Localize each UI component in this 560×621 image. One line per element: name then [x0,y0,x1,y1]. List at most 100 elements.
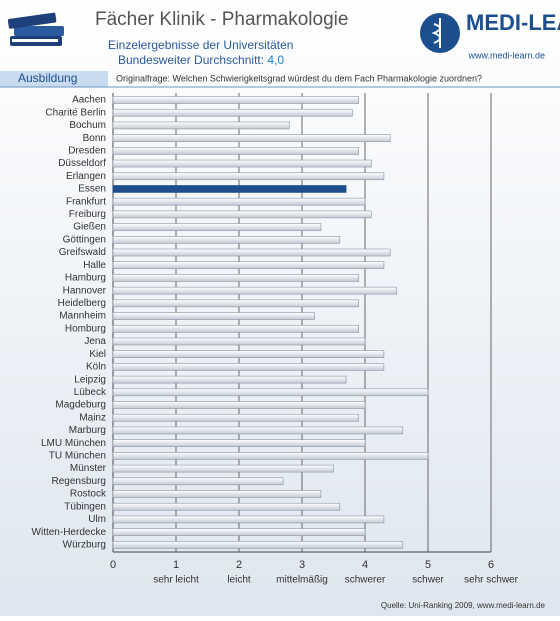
y-tick-label: Bonn [83,133,106,144]
bar [112,541,404,549]
bar [112,363,385,371]
bar [112,274,359,282]
bar [112,185,347,193]
bar [112,324,359,333]
bar [112,464,334,473]
x-tick-caption: sehr schwer [464,575,519,586]
y-tick-label: Freiburg [69,209,106,220]
bar [112,401,366,409]
x-tick-caption: sehr leicht [153,575,199,586]
y-tick-label: Dresden [68,145,106,156]
y-tick-label: Rostock [70,489,107,500]
bar [112,147,359,155]
average-label: Bundesweiter Durchschnitt: [118,53,264,67]
bar [112,388,429,397]
bar [112,426,404,435]
y-tick-label: Düsseldorf [58,158,106,169]
section-tab [0,71,108,87]
y-tick-label: Halle [83,260,106,271]
books-icon [7,12,64,46]
bar [112,337,366,346]
x-tick-caption: schwerer [345,575,386,586]
x-tick-caption: schwer [412,575,444,586]
y-tick-label: Aachen [72,95,106,106]
average: Bundesweiter Durchschnitt: 4,0 [118,53,284,67]
y-tick-label: LMU München [41,438,106,449]
x-tick-label: 5 [425,559,431,571]
bar [112,502,341,511]
bar [112,452,429,460]
x-tick-label: 4 [362,559,368,571]
logo-url: www.medi-learn.de [467,50,545,60]
bar [112,248,391,257]
y-tick-label: Gießen [73,222,106,233]
y-tick-label: Homburg [65,323,106,334]
y-tick-label: Hannover [63,285,107,296]
bar [112,134,391,142]
y-tick-label: Frankfurt [66,196,106,207]
section: Ausbildung [18,71,77,85]
y-tick-label: Jena [84,336,106,347]
bar [112,96,359,104]
y-tick-label: Mainz [79,412,106,423]
y-tick-label: Erlangen [66,171,106,182]
bar [112,236,341,244]
footer: Quelle: Uni-Ranking 2009, www.medi-learn… [381,601,546,610]
y-tick-label: Würzburg [63,539,106,550]
x-tick-label: 0 [110,559,116,571]
bar [112,210,372,219]
bar [112,312,315,320]
y-tick-label: Ulm [88,514,106,525]
bar [112,490,322,498]
y-tick-label: Kiel [89,349,106,360]
x-tick-caption: mittelmäßig [276,575,328,586]
y-tick-label: Magdeburg [55,400,106,411]
bar [112,413,359,422]
plot: 0 1 sehr leicht 2 leicht 3 mittelmäßig 4 schwere… [32,93,519,586]
y-tick-label: Hamburg [65,273,106,284]
y-tick-label: Witten-Herdecke [32,527,107,538]
bar [112,299,359,308]
y-tick-label: Göttingen [63,234,106,245]
bar [112,159,372,168]
y-tick-label: Bochum [69,120,106,131]
x-tick-label: 3 [299,559,305,571]
x-tick-label: 2 [236,559,242,571]
y-tick-label: Heidelberg [58,298,106,309]
bar [112,223,322,231]
bar [112,121,290,130]
bar [112,439,366,447]
logo: MEDI-LEARN www.medi-learn.de [420,10,560,60]
y-tick-label: Köln [86,362,106,373]
subtitle: Einzelergebnisse der Universitäten [108,38,293,52]
x-tick-label: 1 [173,559,179,571]
bar [112,477,284,486]
x-tick-label: 6 [488,559,494,571]
y-tick-label: Essen [78,184,106,195]
bar [112,197,366,206]
bar [112,528,366,536]
bar [112,515,385,524]
x-tick-caption: leicht [227,575,251,586]
title: Fächer Klinik - Pharmakologie [95,9,348,30]
average-value: 4,0 [267,53,284,67]
question: Originalfrage: Welchen Schwierigkeitsgra… [116,73,482,83]
y-tick-label: Greifswald [59,247,106,258]
bar [112,108,353,117]
bar [112,350,385,359]
y-tick-label: Lübeck [74,387,107,398]
bar [112,286,397,295]
y-tick-label: Marburg [69,425,106,436]
y-tick-label: TU München [49,451,106,462]
y-tick-label: Leipzig [74,374,106,385]
y-tick-label: Regensburg [52,476,106,487]
bar [112,172,385,181]
y-tick-label: Charité Berlin [45,107,106,118]
y-tick-label: Münster [70,463,107,474]
bar [112,375,347,384]
y-tick-label: Mannheim [59,311,106,322]
logo-text: MEDI-LEARN [466,10,560,35]
y-tick-label: Tübingen [64,501,106,512]
bar [112,261,385,270]
